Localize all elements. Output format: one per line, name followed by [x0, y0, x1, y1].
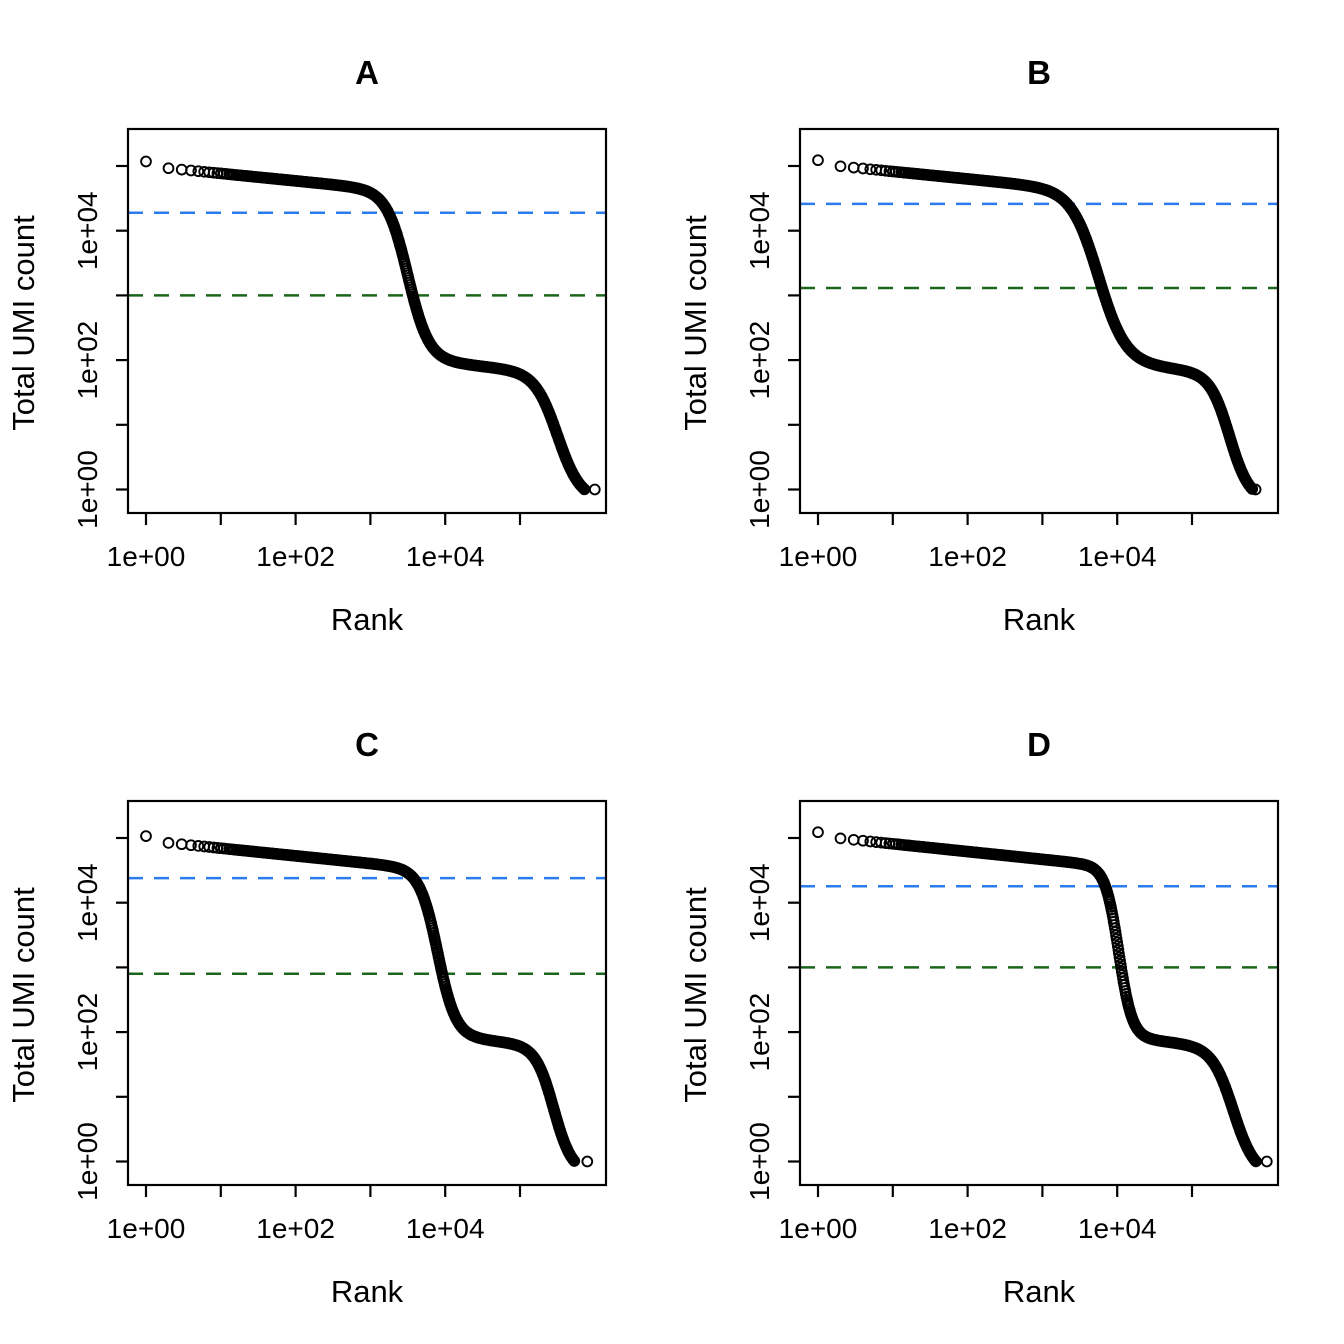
panel-title: C [355, 726, 379, 763]
x-axis-label: Rank [331, 1274, 404, 1309]
barcode-rank-panel-a: 1e+00 1e+02 1e+04 1e+00 1e+02 1e+04 A Rank To… [0, 0, 672, 672]
x-axis-label: Rank [1003, 1274, 1076, 1309]
y-tick-label: 1e+04 [744, 191, 775, 270]
barcode-rank-panel-c: 1e+00 1e+02 1e+04 1e+00 1e+02 1e+04 C Rank To… [0, 672, 672, 1344]
plot-border [798, 127, 1280, 515]
x-tick-label: 1e+00 [779, 541, 858, 572]
x-tick-label: 1e+02 [928, 1213, 1007, 1244]
y-tick-label: 1e+04 [72, 863, 103, 942]
panel-title: A [355, 54, 379, 91]
y-axis-label: Total UMI count [6, 887, 41, 1103]
barcode-rank-panel-b: 1e+00 1e+02 1e+04 1e+00 1e+02 1e+04 B Rank To… [672, 0, 1344, 672]
x-tick-label: 1e+04 [1078, 1213, 1157, 1244]
y-tick-label: 1e+02 [72, 993, 103, 1072]
x-tick-label: 1e+02 [256, 1213, 335, 1244]
x-axis-label: Rank [1003, 602, 1076, 637]
y-axis-label: Total UMI count [6, 215, 41, 431]
y-tick-label: 1e+02 [72, 321, 103, 400]
plot-area: 1e+00 1e+02 1e+04 1e+00 1e+02 1e+04 [72, 127, 608, 572]
data-points [812, 154, 1262, 496]
y-tick-label: 1e+02 [744, 321, 775, 400]
y-axis-label: Total UMI count [678, 215, 713, 431]
x-tick-label: 1e+02 [928, 541, 1007, 572]
y-tick-label: 1e+04 [72, 191, 103, 270]
plot-area: 1e+00 1e+02 1e+04 1e+00 1e+02 1e+04 [744, 127, 1280, 572]
x-tick-label: 1e+04 [406, 541, 485, 572]
y-tick-label: 1e+00 [72, 450, 103, 529]
y-tick-label: 1e+00 [72, 1122, 103, 1201]
y-axis-label: Total UMI count [678, 887, 713, 1103]
data-points [812, 826, 1273, 1168]
x-tick-label: 1e+00 [779, 1213, 858, 1244]
x-tick-label: 1e+04 [406, 1213, 485, 1244]
plot-border [126, 799, 608, 1187]
y-tick-label: 1e+02 [744, 993, 775, 1072]
x-tick-label: 1e+02 [256, 541, 335, 572]
plot-area: 1e+00 1e+02 1e+04 1e+00 1e+02 1e+04 [744, 799, 1280, 1244]
plot-area: 1e+00 1e+02 1e+04 1e+00 1e+02 1e+04 [72, 799, 608, 1244]
data-points [140, 155, 601, 496]
data-points [140, 830, 594, 1168]
barcode-rank-panel-d: 1e+00 1e+02 1e+04 1e+00 1e+02 1e+04 D Rank To… [672, 672, 1344, 1344]
y-tick-label: 1e+00 [744, 1122, 775, 1201]
plot-border [126, 127, 608, 515]
x-tick-label: 1e+04 [1078, 541, 1157, 572]
plot-border [798, 799, 1280, 1187]
x-tick-label: 1e+00 [107, 541, 186, 572]
x-tick-label: 1e+00 [107, 1213, 186, 1244]
y-tick-label: 1e+00 [744, 450, 775, 529]
y-tick-label: 1e+04 [744, 863, 775, 942]
x-axis-label: Rank [331, 602, 404, 637]
panel-title: D [1027, 726, 1051, 763]
panel-title: B [1027, 54, 1051, 91]
